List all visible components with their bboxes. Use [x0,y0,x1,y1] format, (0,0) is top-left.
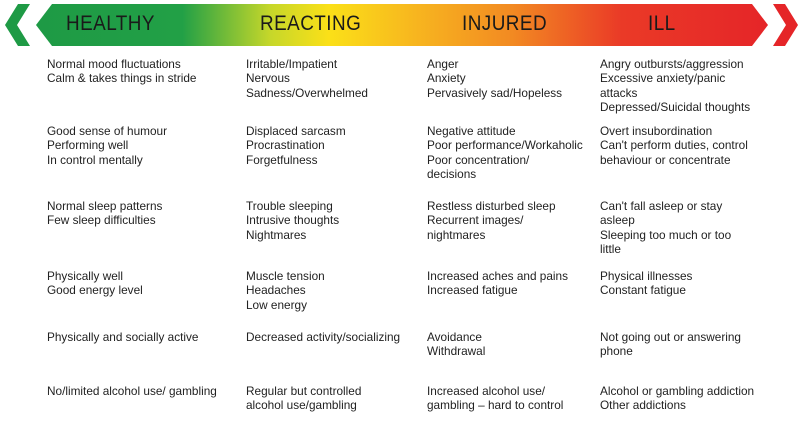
right-chevron-icon [773,4,798,46]
cell-ill-row-6: Alcohol or gambling addiction Other addi… [600,384,755,413]
stage-healthy: HEALTHY [66,12,155,35]
stage-injured: INJURED [462,12,548,35]
cell-reacting-row-5: Decreased activity/socializing [246,330,401,344]
cell-injured-row-2: Negative attitude Poor performance/Worka… [427,124,583,181]
cell-healthy-row-4: Physically well Good energy level [47,269,143,298]
cell-injured-row-3: Restless disturbed sleep Recurrent image… [427,199,556,242]
cell-ill-row-4: Physical illnesses Constant fatigue [600,269,693,298]
gradient-arrow [36,4,768,46]
cell-ill-row-3: Can't fall asleep or stay asleep Sleepin… [600,199,732,256]
cell-healthy-row-1: Normal mood fluctuations Calm & takes th… [47,57,197,86]
cell-healthy-row-5: Physically and socially active [47,330,199,344]
stage-reacting: REACTING [260,12,362,35]
cell-injured-row-5: Avoidance Withdrawal [427,330,486,359]
cell-ill-row-2: Overt insubordination Can't perform duti… [600,124,748,167]
cell-injured-row-4: Increased aches and pains Increased fati… [427,269,569,298]
cell-injured-row-1: Anger Anxiety Pervasively sad/Hopeless [427,57,563,100]
cell-healthy-row-2: Good sense of humour Performing well In … [47,124,168,167]
cell-injured-row-6: Increased alcohol use/ gambling – hard t… [427,384,564,413]
cell-reacting-row-1: Irritable/Impatient Nervous Sadness/Over… [246,57,368,100]
cell-reacting-row-4: Muscle tension Headaches Low energy [246,269,325,312]
cell-healthy-row-3: Normal sleep patterns Few sleep difficul… [47,199,163,228]
cell-healthy-row-6: No/limited alcohol use/ gambling [47,384,217,398]
cell-ill-row-1: Angry outbursts/aggression Excessive anx… [600,57,751,114]
mental-health-continuum-bar [5,4,798,46]
cell-reacting-row-3: Trouble sleeping Intrusive thoughts Nigh… [246,199,340,242]
cell-ill-row-5: Not going out or answering phone [600,330,741,359]
left-chevron-icon [5,4,30,46]
cell-reacting-row-6: Regular but controlled alcohol use/gambl… [246,384,362,413]
cell-reacting-row-2: Displaced sarcasm Procrastination Forget… [246,124,346,167]
stage-ill: ILL [648,12,676,35]
